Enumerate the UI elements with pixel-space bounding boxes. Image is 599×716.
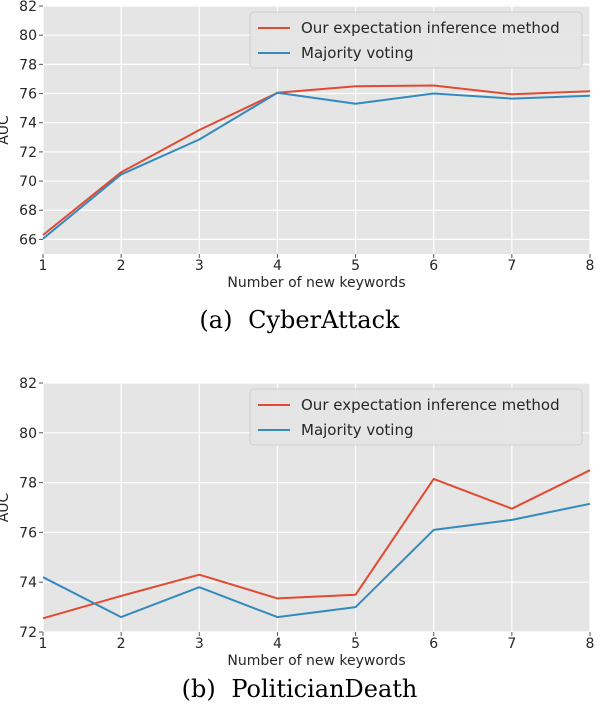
x-tick-label: 7 bbox=[507, 258, 516, 274]
series-line-expectation-inference bbox=[42, 84, 591, 236]
y-tick-label: 74 bbox=[19, 575, 37, 591]
legend-box bbox=[249, 11, 583, 69]
y-axis-label: AUC bbox=[0, 115, 12, 145]
x-tick-label: 1 bbox=[39, 636, 48, 652]
y-tick-label: 80 bbox=[19, 28, 37, 44]
x-tick-label: 2 bbox=[117, 636, 126, 652]
x-axis-label: Number of new keywords bbox=[227, 653, 405, 669]
y-tick-label: 78 bbox=[19, 476, 37, 492]
caption-tag: (b) bbox=[181, 675, 216, 703]
caption-tag: (a) bbox=[199, 306, 233, 334]
legend-label: Majority voting bbox=[301, 421, 413, 439]
y-tick-label: 78 bbox=[19, 57, 37, 73]
series-line-expectation-inference bbox=[42, 469, 591, 620]
x-tick-label: 5 bbox=[351, 636, 360, 652]
figure-cyberattack: 1 2 3 4 5 6 7 8 66 68 70 72 74 76 78 80 82 Number of new … bbox=[0, 0, 599, 355]
series-line-majority-voting bbox=[42, 502, 591, 619]
y-tick-label: 80 bbox=[19, 426, 37, 442]
y-tick-label: 72 bbox=[19, 145, 37, 161]
x-tick-label: 5 bbox=[351, 258, 360, 274]
x-tick-label: 4 bbox=[273, 258, 282, 274]
y-axis-label: AUC bbox=[0, 492, 12, 522]
y-tick-label: 74 bbox=[19, 116, 37, 132]
series-line-majority-voting bbox=[42, 91, 591, 240]
legend-label: Majority voting bbox=[301, 44, 413, 62]
x-tick-label: 2 bbox=[117, 258, 126, 274]
x-tick-label: 3 bbox=[195, 636, 204, 652]
x-tick-label: 1 bbox=[39, 258, 48, 274]
y-tick-label: 76 bbox=[19, 87, 37, 103]
caption-cyberattack: (a) CyberAttack bbox=[0, 306, 599, 334]
y-tick-label: 76 bbox=[19, 525, 37, 541]
x-tick-label: 3 bbox=[195, 258, 204, 274]
caption-politiciandeath: (b) PoliticianDeath bbox=[0, 675, 599, 703]
y-tick-label: 82 bbox=[19, 376, 37, 392]
x-tick-label: 4 bbox=[273, 636, 282, 652]
y-tick-label: 68 bbox=[19, 203, 37, 219]
x-tick-label: 8 bbox=[586, 258, 595, 274]
y-tick-label: 72 bbox=[19, 625, 37, 641]
figure-politiciandeath: 1 2 3 4 5 6 7 8 72 74 76 78 80 82 Number of new keywor… bbox=[0, 360, 599, 716]
legend-box bbox=[249, 388, 583, 446]
caption-text: PoliticianDeath bbox=[231, 675, 418, 703]
x-tick-label: 7 bbox=[507, 636, 516, 652]
y-tick-label: 70 bbox=[19, 174, 37, 190]
x-axis-label: Number of new keywords bbox=[227, 275, 405, 291]
legend: Our expectation inference method Majority… bbox=[249, 388, 583, 446]
x-tick-label: 6 bbox=[429, 258, 438, 274]
y-tick-label: 82 bbox=[19, 0, 37, 15]
caption-text: CyberAttack bbox=[248, 306, 400, 334]
legend-label: Our expectation inference method bbox=[301, 19, 560, 37]
legend: Our expectation inference method Majority… bbox=[249, 11, 583, 69]
legend-label: Our expectation inference method bbox=[301, 396, 560, 414]
x-tick-label: 8 bbox=[586, 636, 595, 652]
x-tick-label: 6 bbox=[429, 636, 438, 652]
y-tick-label: 66 bbox=[19, 232, 37, 248]
